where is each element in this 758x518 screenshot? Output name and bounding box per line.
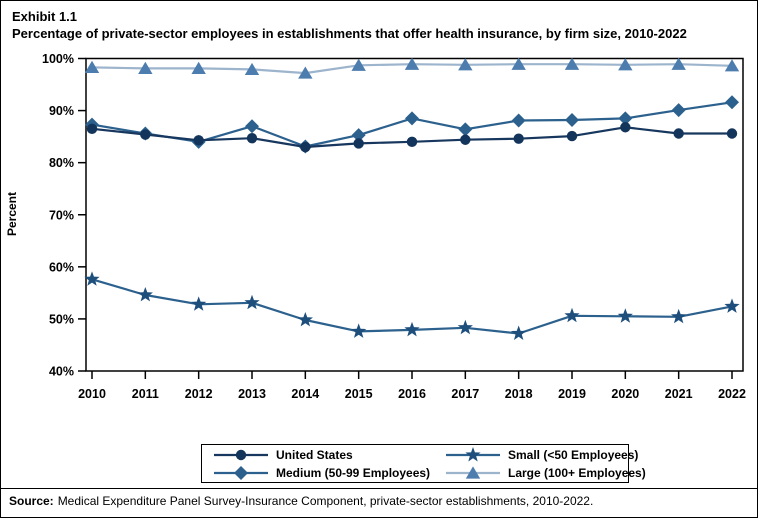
medium-firm-marker-icon — [214, 466, 268, 480]
circle-marker — [235, 449, 247, 461]
x-tick-label: 2022 — [718, 387, 746, 401]
triangle-marker — [564, 57, 580, 70]
legend-item-medium: Medium (50-99 Employees) — [204, 464, 436, 482]
x-tick-label: 2012 — [185, 387, 213, 401]
triangle-marker — [404, 57, 420, 70]
chart-title: Percentage of private-sector employees i… — [12, 26, 687, 41]
source-note: Source: Medical Expenditure Panel Survey-… — [1, 488, 757, 517]
triangle-marker — [724, 59, 740, 72]
diamond-marker — [245, 119, 259, 134]
source-text: Medical Expenditure Panel Survey-Insuran… — [57, 494, 594, 508]
triangle-marker — [351, 58, 366, 71]
star-marker — [297, 311, 313, 327]
x-tick-label: 2021 — [665, 387, 693, 401]
legend-label: Small (<50 Employees) — [508, 448, 639, 462]
y-tick-label: 90% — [49, 104, 74, 118]
diamond-marker — [618, 111, 633, 126]
y-tick-label: 80% — [49, 156, 74, 170]
x-tick-label: 2010 — [78, 387, 106, 401]
circle-marker — [193, 135, 204, 146]
legend-label: Large (100+ Employees) — [508, 466, 646, 480]
legend-item-united-states: United States — [204, 446, 436, 464]
triangle-marker — [465, 466, 481, 479]
star-marker — [191, 296, 207, 311]
star-marker — [457, 319, 473, 335]
circle-marker — [140, 129, 151, 140]
triangle-marker — [244, 62, 260, 76]
circle-marker — [300, 141, 311, 153]
x-tick-label: 2018 — [505, 387, 533, 401]
star-marker — [351, 323, 367, 338]
circle-marker — [566, 130, 578, 142]
triangle-marker — [671, 57, 686, 70]
y-axis-label: Percent — [5, 191, 19, 237]
star-marker — [404, 321, 420, 337]
series-united-states — [86, 122, 738, 153]
diamond-marker — [234, 466, 248, 480]
x-tick-label: 2019 — [558, 387, 586, 401]
triangle-marker — [511, 57, 526, 70]
star-marker — [617, 308, 633, 323]
legend-item-small: Small (<50 Employees) — [436, 446, 646, 464]
circle-marker — [86, 123, 98, 135]
circle-marker — [353, 138, 364, 149]
star-marker — [671, 308, 687, 324]
star-marker — [724, 298, 740, 313]
x-tick-label: 2016 — [398, 387, 426, 401]
line-chart-canvas: 40% 50% 60% 70% 80% 90% 100% 2010 2011 2012 2013 20… — [42, 52, 746, 401]
y-tick-label: 40% — [49, 365, 74, 379]
star-marker — [564, 307, 580, 323]
diamond-marker — [671, 103, 686, 118]
legend: United States Small (<50 Employees) Medi… — [201, 444, 646, 483]
circle-marker — [673, 128, 684, 139]
circle-marker — [406, 136, 418, 148]
x-tick-label: 2014 — [291, 387, 319, 401]
triangle-marker — [298, 66, 313, 79]
title-block: Exhibit 1.1 Percentage of private-sector… — [12, 8, 687, 42]
x-tick-label: 2017 — [451, 387, 479, 401]
diamond-marker — [565, 112, 579, 127]
series-large-100-employees — [84, 57, 740, 79]
triangle-marker — [84, 60, 100, 73]
y-tick-label: 60% — [49, 260, 74, 274]
diamond-marker — [511, 113, 526, 128]
y-tick-label: 50% — [49, 312, 74, 326]
triangle-marker — [618, 58, 633, 71]
circle-marker — [246, 132, 258, 144]
united-states-marker-icon — [214, 449, 268, 461]
triangle-marker — [191, 61, 206, 74]
star-marker — [84, 271, 100, 286]
x-tick-label: 2020 — [611, 387, 639, 401]
exhibit-number: Exhibit 1.1 — [12, 9, 78, 24]
diamond-marker — [351, 128, 366, 143]
legend-item-large: Large (100+ Employees) — [436, 464, 646, 482]
plot-border — [85, 57, 744, 372]
small-firm-marker-icon — [446, 447, 500, 462]
source-label: Source: — [9, 494, 54, 508]
star-marker — [137, 286, 153, 302]
triangle-marker — [458, 58, 473, 71]
star-marker — [465, 447, 481, 462]
y-tick-label: 100% — [42, 52, 74, 66]
star-marker — [244, 294, 260, 310]
y-tick-label: 70% — [49, 208, 74, 222]
circle-marker — [460, 134, 471, 145]
diamond-marker — [725, 95, 739, 110]
legend-label: United States — [276, 448, 353, 462]
diamond-marker — [458, 122, 473, 137]
diamond-marker — [405, 111, 419, 126]
legend-label: Medium (50-99 Employees) — [276, 466, 431, 480]
circle-marker — [513, 133, 524, 144]
star-marker — [511, 325, 527, 340]
triangle-marker — [138, 61, 153, 74]
circle-marker — [726, 128, 738, 139]
x-tick-label: 2015 — [345, 387, 373, 401]
x-tick-label: 2013 — [238, 387, 266, 401]
series-small-50-employees — [84, 271, 740, 340]
large-firm-marker-icon — [446, 466, 500, 479]
circle-marker — [620, 122, 631, 133]
x-tick-label: 2011 — [132, 387, 159, 401]
